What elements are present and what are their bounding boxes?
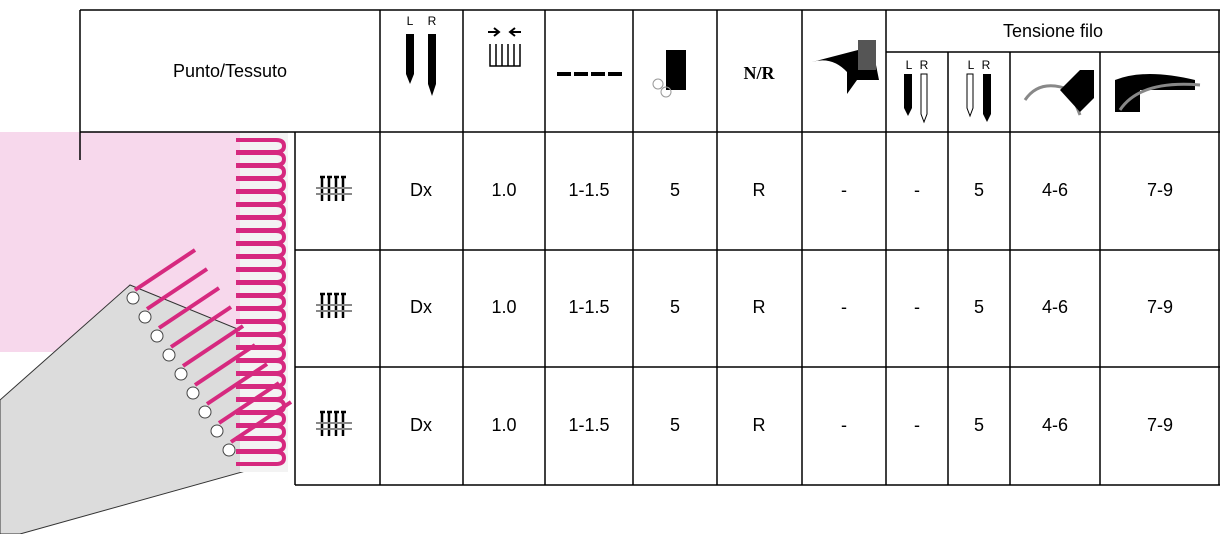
cell: 1.0	[491, 415, 516, 435]
stitch-loop	[236, 450, 287, 466]
stitch-loop	[217, 381, 281, 425]
stitch-hole	[174, 367, 188, 381]
label-r: R	[428, 14, 437, 28]
cell: 1.0	[491, 180, 516, 200]
stitch-loop	[205, 362, 269, 406]
stitch-loop	[229, 400, 293, 444]
cell: Dx	[410, 415, 432, 435]
cell: 1-1.5	[568, 180, 609, 200]
stitch-hole	[126, 291, 140, 305]
needle-icon: L R	[406, 14, 437, 96]
label-r: R	[982, 58, 991, 72]
cell: 5	[670, 180, 680, 200]
differential-icon	[488, 27, 521, 67]
stitch-bar	[316, 304, 352, 312]
stitch-illustration	[0, 132, 293, 534]
stitch-loop	[169, 305, 233, 349]
stitch-bar	[316, 187, 352, 195]
cell: 5	[670, 415, 680, 435]
header-nr: N/R	[744, 63, 776, 83]
label-l: L	[906, 58, 913, 72]
cell: 4-6	[1042, 297, 1068, 317]
cell: -	[914, 415, 920, 435]
stitch-hole	[186, 386, 200, 400]
stitch-loop	[181, 324, 245, 368]
cell: 7-9	[1147, 415, 1173, 435]
cell: -	[841, 297, 847, 317]
table-body: Dx 1.0 1-1.5 5 R - - 5 4-6 7-9 Dx 1.0 1-1.5 5 R - - 5 4-6 7…	[316, 175, 1173, 436]
stitch-icon	[316, 292, 352, 318]
header-title: Punto/Tessuto	[173, 61, 287, 81]
label-l: L	[407, 14, 414, 28]
stitch-loop	[193, 343, 257, 387]
stitch-hole	[210, 424, 224, 438]
cell: 7-9	[1147, 297, 1173, 317]
stitch-loop	[133, 248, 197, 292]
cell: 7-9	[1147, 180, 1173, 200]
cell: -	[914, 297, 920, 317]
stitch-hole	[138, 310, 152, 324]
cell: 5	[974, 180, 984, 200]
stitch-bar	[316, 422, 352, 430]
header-tension: Tensione filo	[1003, 21, 1103, 41]
table-grid	[79, 9, 1220, 486]
cell: R	[753, 297, 766, 317]
stitch-hole	[150, 329, 164, 343]
tension-icons: L R L R	[904, 58, 1201, 124]
cutter-icon	[652, 50, 686, 98]
stitch-hole	[198, 405, 212, 419]
cell: R	[753, 180, 766, 200]
cell: -	[841, 180, 847, 200]
stitch-icon	[316, 175, 352, 201]
cell: 1-1.5	[568, 297, 609, 317]
cell: -	[914, 180, 920, 200]
stitch-loop	[145, 267, 209, 311]
cell: 5	[974, 415, 984, 435]
cell: 4-6	[1042, 415, 1068, 435]
stitch-hole	[222, 443, 236, 457]
cell: Dx	[410, 180, 432, 200]
stitch-hole	[162, 348, 176, 362]
cell: -	[841, 415, 847, 435]
cell: Dx	[410, 297, 432, 317]
cell: R	[753, 415, 766, 435]
label-r: R	[920, 58, 929, 72]
cell: 5	[974, 297, 984, 317]
presser-icon	[812, 40, 879, 94]
cell: 4-6	[1042, 180, 1068, 200]
stitch-loop	[157, 286, 221, 330]
cell: 1.0	[491, 297, 516, 317]
label-l: L	[968, 58, 975, 72]
cell: 1-1.5	[568, 415, 609, 435]
cell: 5	[670, 297, 680, 317]
stitch-icon	[316, 410, 352, 436]
